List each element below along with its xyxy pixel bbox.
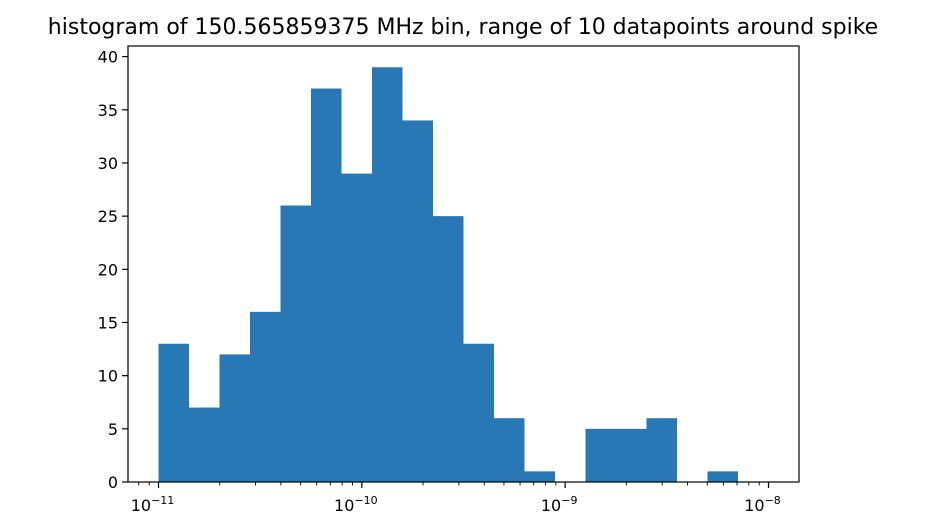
- histogram-bar: [250, 311, 281, 482]
- y-tick-label: 10: [98, 367, 118, 386]
- histogram-bar: [707, 471, 738, 482]
- histogram-bar: [372, 67, 403, 482]
- histogram-bar: [341, 173, 372, 483]
- histogram-bar: [280, 205, 311, 482]
- histogram-bar: [524, 471, 555, 482]
- y-tick-label: 40: [98, 48, 118, 67]
- y-tick-label: 5: [108, 420, 118, 439]
- histogram-bar: [463, 343, 494, 482]
- histogram-bar: [189, 407, 220, 482]
- chart-title: histogram of 150.565859375 MHz bin, rang…: [48, 15, 878, 40]
- y-tick-label: 15: [98, 313, 118, 332]
- x-tick-label: 10−11: [131, 494, 175, 515]
- y-tick-label: 20: [98, 260, 118, 279]
- y-axis: 0 5 10 15 20 25 30 35 40: [98, 48, 128, 492]
- x-tick-label: 10−10: [334, 494, 378, 515]
- histogram-bar: [646, 418, 677, 482]
- x-tick-label: 10−8: [744, 494, 781, 515]
- x-tick-label: 10−9: [541, 494, 578, 515]
- y-tick-label: 25: [98, 207, 118, 226]
- histogram-bar: [585, 428, 616, 482]
- histogram-bar: [311, 88, 342, 482]
- histogram-bar: [219, 354, 250, 482]
- plot-frame: [127, 45, 800, 483]
- y-tick-label: 0: [108, 473, 118, 492]
- histogram-bar: [433, 216, 464, 482]
- y-tick-label: 30: [98, 154, 118, 173]
- histogram-bar: [158, 343, 189, 482]
- x-axis: 10−11 10−10 10−9 10−8: [131, 482, 781, 515]
- bars-group: [158, 67, 738, 483]
- y-tick-label: 35: [98, 101, 118, 120]
- histogram-bar: [402, 120, 433, 482]
- histogram-bar: [494, 418, 525, 482]
- histogram-bar: [616, 428, 647, 482]
